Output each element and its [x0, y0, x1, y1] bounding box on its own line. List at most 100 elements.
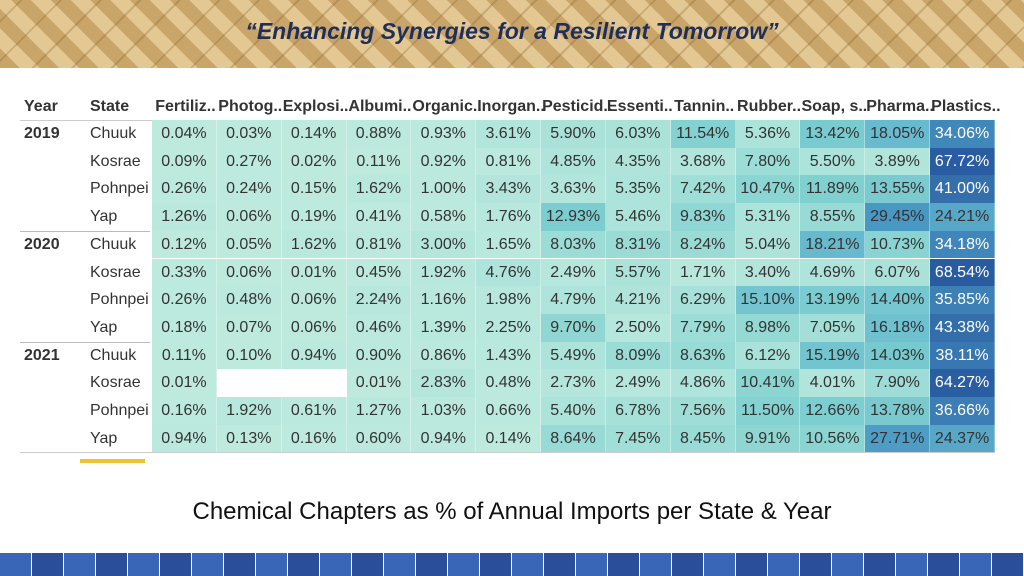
table-cell: 4.35%	[605, 147, 671, 176]
table-cell: 1.03%	[411, 397, 477, 425]
table-cell: 0.15%	[281, 175, 347, 204]
table-cell: 0.48%	[476, 369, 542, 397]
table-cell: 11.50%	[735, 397, 801, 425]
banner	[0, 0, 1024, 68]
footer-tile	[0, 553, 32, 576]
footer-tile	[544, 553, 576, 576]
table-cell: 0.16%	[152, 397, 217, 425]
table-cell: 8.09%	[605, 341, 671, 370]
table-cell: 2.50%	[605, 313, 671, 342]
group-rule	[20, 341, 150, 343]
table-cell: 0.09%	[152, 147, 217, 176]
table-cell: 16.18%	[865, 313, 931, 342]
table-cell: 0.94%	[152, 424, 217, 453]
table-cell: 0.06%	[281, 313, 347, 342]
empty-cell	[216, 369, 282, 397]
footer-tile	[448, 553, 480, 576]
table-cell: 0.05%	[216, 230, 282, 259]
state-label: Kosrae	[90, 374, 141, 392]
table-cell: 12.66%	[800, 397, 866, 425]
footer-tile	[704, 553, 736, 576]
footer-tile	[864, 553, 896, 576]
table-cell: 2.73%	[541, 369, 606, 397]
footer-tile	[512, 553, 544, 576]
table-cell: 1.39%	[411, 313, 477, 342]
table-cell: 0.06%	[216, 258, 282, 287]
table-cell: 1.62%	[346, 175, 412, 204]
table-cell: 15.10%	[735, 286, 801, 314]
state-label: Chuuk	[90, 235, 137, 253]
table-cell: 14.03%	[865, 341, 931, 370]
table-cell: 0.66%	[476, 397, 542, 425]
table-cell: 43.38%	[930, 313, 995, 342]
footer-tile	[736, 553, 768, 576]
table-cell: 4.21%	[605, 286, 671, 314]
year-label: 2021	[24, 346, 60, 364]
table-cell: 1.92%	[216, 397, 282, 425]
footer-tile	[832, 553, 864, 576]
column-header: Rubber..	[737, 98, 802, 115]
table-cell: 38.11%	[930, 341, 995, 370]
table-cell: 0.81%	[476, 147, 542, 176]
table-cell: 0.04%	[152, 120, 217, 148]
table-cell: 3.43%	[476, 175, 542, 204]
column-header: Soap, s..	[801, 98, 868, 115]
table-cell: 24.21%	[930, 203, 995, 231]
state-label: Chuuk	[90, 125, 137, 142]
footer-tile	[768, 553, 800, 576]
table-cell: 3.68%	[670, 147, 736, 176]
table-cell: 0.94%	[281, 341, 347, 370]
table-cell: 36.66%	[930, 397, 995, 425]
table-cell: 0.88%	[346, 120, 412, 148]
footer-tile	[800, 553, 832, 576]
table-cell: 67.72%	[930, 147, 995, 176]
footer-tile	[608, 553, 640, 576]
footer-tile	[416, 553, 448, 576]
table-cell: 9.91%	[735, 424, 801, 453]
table-cell: 5.31%	[735, 203, 801, 231]
state-label: Pohnpei	[90, 180, 149, 198]
table-cell: 0.13%	[216, 424, 282, 453]
table-cell: 1.65%	[476, 230, 542, 259]
table-cell: 68.54%	[930, 258, 995, 287]
table-cell: 1.76%	[476, 203, 542, 231]
footer-tile	[480, 553, 512, 576]
table-cell: 41.00%	[930, 175, 995, 204]
table-cell: 0.81%	[346, 230, 412, 259]
table-cell: 4.86%	[670, 369, 736, 397]
table-cell: 6.29%	[670, 286, 736, 314]
table-cell: 0.01%	[346, 369, 412, 397]
table-cell: 6.03%	[605, 120, 671, 148]
slide-title: “Enhancing Synergies for a Resilient Tom…	[245, 18, 779, 44]
year-label: 2019	[24, 125, 60, 142]
table-cell: 11.89%	[800, 175, 866, 204]
table-cell: 0.33%	[152, 258, 217, 287]
table-cell: 4.85%	[541, 147, 606, 176]
table-cell: 0.41%	[346, 203, 412, 231]
footer-tile	[32, 553, 64, 576]
table-cell: 0.26%	[152, 175, 217, 204]
table-cell: 0.18%	[152, 313, 217, 342]
footer-tile	[160, 553, 192, 576]
table-cell: 0.02%	[281, 147, 347, 176]
table-cell: 0.60%	[346, 424, 412, 453]
state-label: Yap	[90, 208, 118, 226]
column-header: Pesticid..	[542, 98, 613, 115]
state-label: Pohnpei	[90, 291, 149, 309]
table-cell: 35.85%	[930, 286, 995, 314]
table-cell: 24.37%	[930, 424, 995, 453]
table-cell: 0.94%	[411, 424, 477, 453]
table-cell: 0.93%	[411, 120, 477, 148]
table-cell: 6.12%	[735, 341, 801, 370]
state-label: Kosrae	[90, 152, 141, 170]
table-cell: 8.24%	[670, 230, 736, 259]
table-cell: 5.04%	[735, 230, 801, 259]
table-cell: 0.46%	[346, 313, 412, 342]
table-cell: 15.19%	[800, 341, 866, 370]
table-cell: 0.24%	[216, 175, 282, 204]
state-label: Pohnpei	[90, 402, 149, 419]
table-cell: 8.64%	[541, 424, 606, 453]
table-cell: 8.63%	[670, 341, 736, 370]
table-cell: 7.79%	[670, 313, 736, 342]
